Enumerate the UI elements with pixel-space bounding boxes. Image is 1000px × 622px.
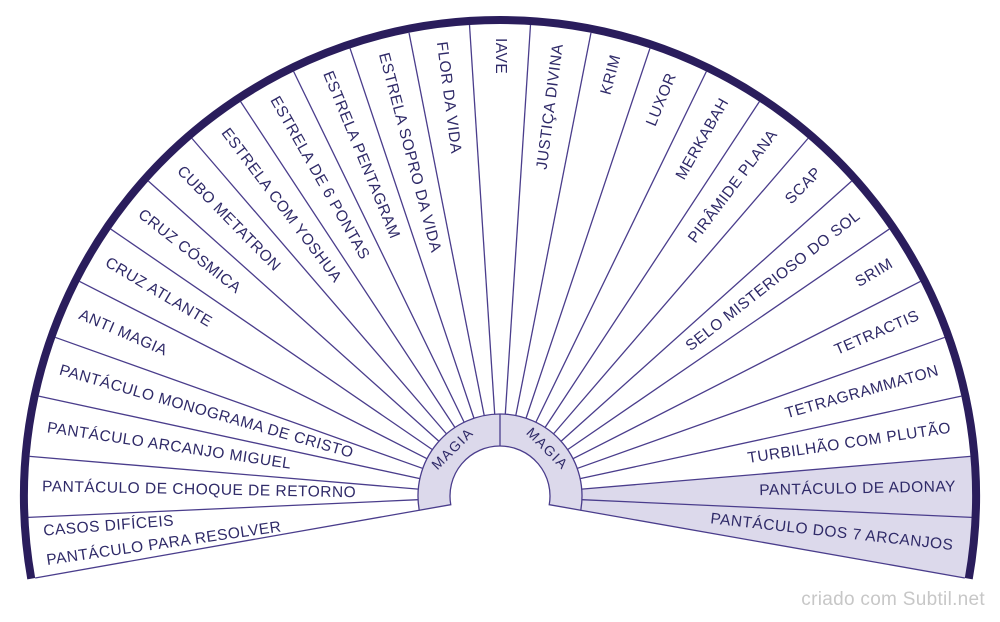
sector-divider-line bbox=[240, 101, 456, 428]
sector-divider-line bbox=[408, 32, 485, 416]
center-hub bbox=[417, 413, 583, 511]
sector-divider-line bbox=[572, 280, 921, 460]
sector-label-scap: SCAP bbox=[782, 164, 825, 207]
sector-divider-line bbox=[468, 24, 496, 415]
sector-divider-line bbox=[110, 228, 433, 451]
sector-label-flor-da-vida: FLOR DA VIDA bbox=[433, 41, 464, 155]
sector-divider-line bbox=[191, 137, 447, 435]
sector-label-justica-divina: JUSTIÇA DIVINA bbox=[534, 43, 567, 171]
sector-divider-line bbox=[147, 180, 440, 442]
sector-divider-line bbox=[504, 24, 532, 415]
sector-label-luxor: LUXOR bbox=[643, 71, 680, 129]
sector-divider-line bbox=[567, 228, 890, 451]
sector-divider-line bbox=[293, 71, 465, 423]
sector-divider-line bbox=[28, 499, 419, 518]
sector-divider-line bbox=[553, 137, 809, 435]
sector-label-srim: SRIM bbox=[852, 255, 896, 290]
sector-divider-line bbox=[515, 32, 592, 416]
sector-pantaculo-de-adonay bbox=[581, 456, 974, 518]
credit-watermark: criado com Subtil.net bbox=[801, 589, 985, 610]
sector-label-merkabah: MERKABAH bbox=[673, 95, 733, 183]
sector-divider-line bbox=[79, 280, 428, 460]
sector-label-pantaculo-de-choque-de-retorno: PANTÁCULO DE CHOQUE DE RETORNO bbox=[42, 478, 356, 501]
outer-border-arc bbox=[20, 16, 980, 580]
sector-divider-line bbox=[349, 48, 475, 419]
sector-divider-line bbox=[38, 395, 420, 480]
sector-divider-line bbox=[544, 101, 760, 428]
sector-divider-line bbox=[580, 509, 965, 579]
sector-label-tetragrammaton: TETRAGRAMMATON bbox=[783, 362, 940, 422]
sector-divider-line bbox=[560, 180, 853, 442]
sector-divider-line bbox=[55, 336, 423, 470]
sector-pantaculo-dos-7-arcanjos bbox=[580, 499, 973, 579]
sector-label-krim: KRIM bbox=[598, 53, 625, 97]
sector-divider-line bbox=[35, 509, 420, 579]
sector-label-iave: IAVE bbox=[492, 38, 509, 74]
sector-divider-line bbox=[525, 48, 651, 419]
sector-divider-line bbox=[581, 455, 971, 490]
sector-divider-line bbox=[577, 336, 945, 470]
sector-divider-line bbox=[535, 71, 707, 423]
sector-label-pantaculo-de-adonay: PANTÁCULO DE ADONAY bbox=[759, 478, 956, 499]
sector-divider-line bbox=[580, 395, 962, 480]
sector-label-anti-magia: ANTI MAGIA bbox=[76, 306, 170, 359]
sector-divider-line bbox=[581, 499, 972, 518]
sector-label-turbilhao-com-plutao: TURBILHÃO COM PLUTÃO bbox=[746, 420, 952, 467]
sector-divider-line bbox=[29, 455, 419, 490]
sector-label-estrela-de-6-pontas: ESTRELA DE 6 PONTAS bbox=[267, 93, 373, 262]
